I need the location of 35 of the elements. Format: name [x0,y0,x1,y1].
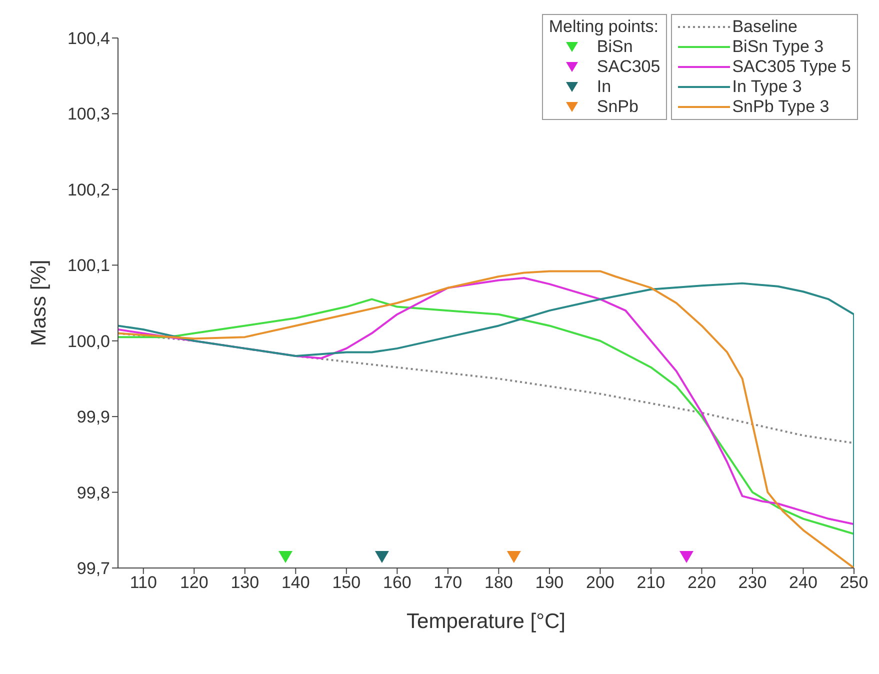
legend-label: SAC305 [596,57,660,77]
y-tick-label: 99,7 [76,559,110,578]
y-tick-label: 100,3 [67,104,110,124]
x-tick-label: 150 [332,573,361,592]
legend-label: Baseline [732,17,798,37]
x-tick-label: 220 [688,573,716,592]
x-tick-label: 250 [840,573,868,592]
y-tick-label: 100,1 [67,256,110,276]
x-tick-label: 130 [230,573,260,592]
x-tick-label: 230 [738,573,767,592]
y-tick-label: 99,9 [76,408,110,427]
y-tick-label: 100,0 [67,332,110,351]
legend-label: In Type 3 [732,77,802,97]
y-tick-label: 100,2 [67,180,110,200]
legend-label: SAC305 Type 5 [732,57,851,77]
x-tick-label: 170 [434,573,462,592]
x-tick-label: 110 [130,573,157,592]
x-tick-label: 120 [180,573,208,592]
legend-label: SnPb [596,97,638,117]
legend-label: SnPb Type 3 [732,97,830,117]
legend-title: Melting points: [548,17,660,37]
y-tick-label: 100,4 [67,29,110,48]
y-tick-label: 99,8 [76,483,110,502]
x-tick-label: 240 [789,573,818,592]
x-tick-label: 180 [484,573,513,592]
x-tick-label: 140 [281,573,310,592]
y-axis-title: Mass [%] [27,260,50,346]
legend-label: In [596,77,612,97]
x-tick-label: 210 [636,573,666,592]
x-tick-label: 190 [535,573,564,592]
legend-label: BiSn Type 3 [732,37,824,57]
legend-label: BiSn [596,37,633,57]
x-tick-label: 200 [586,573,614,592]
x-tick-label: 160 [382,573,412,592]
x-axis-title: Temperature [°C] [406,610,566,633]
